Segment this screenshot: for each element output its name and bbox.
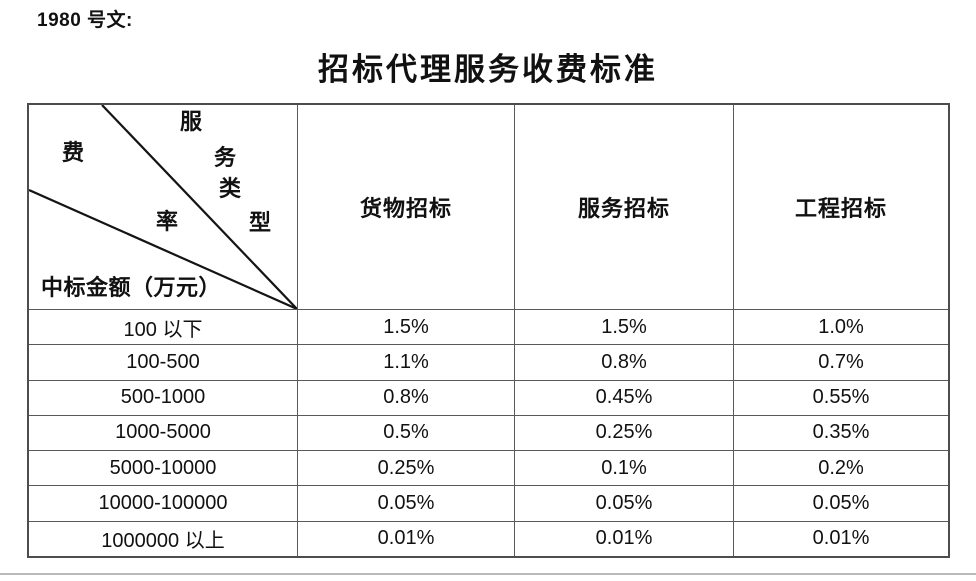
rate-cell-r5-c2: 0.1%	[514, 450, 733, 486]
rate-cell-r7-c3: 0.01%	[733, 520, 948, 556]
corner-header-cell: 服 务 类 型 费 率 中标金额（万元）	[29, 105, 297, 309]
rate-cell-r6-c2: 0.05%	[514, 485, 733, 521]
fee-standard-table: 服 务 类 型 费 率 中标金额（万元） 货物招标 服务招标 工程招标 100 以下 1…	[27, 103, 950, 558]
rate-cell-r2-c1: 1.1%	[297, 344, 514, 380]
rate-cell-r1-c3: 1.0%	[733, 309, 948, 345]
rate-cell-r6-c3: 0.05%	[733, 485, 948, 521]
rate-cell-r4-c1: 0.5%	[297, 414, 514, 451]
column-header-1: 货物招标	[297, 105, 514, 309]
diagonal-divider-lines	[29, 105, 297, 309]
rate-cell-r3-c1: 0.8%	[297, 379, 514, 415]
rate-cell-r5-c1: 0.25%	[297, 450, 514, 486]
page-title: 招标代理服务收费标准	[318, 52, 658, 87]
row-label-5: 5000-10000	[29, 450, 297, 485]
rate-cell-r1-c1: 1.5%	[297, 309, 514, 345]
service-type-char-3: 类	[219, 176, 242, 201]
row-label-4: 1000-5000	[29, 414, 297, 450]
fee-rate-char-2: 率	[156, 209, 179, 234]
row-label-7: 1000000 以上	[29, 520, 297, 556]
row-axis-label: 中标金额（万元）	[41, 275, 222, 300]
column-header-3: 工程招标	[733, 105, 948, 309]
rate-cell-r3-c2: 0.45%	[514, 379, 733, 415]
rate-cell-r5-c3: 0.2%	[733, 450, 948, 486]
fee-rate-char-1: 费	[62, 140, 85, 165]
service-type-char-4: 型	[249, 210, 272, 235]
row-label-2: 100-500	[29, 344, 297, 379]
rate-cell-r2-c2: 0.8%	[514, 344, 733, 380]
row-label-6: 10000-100000	[29, 485, 297, 520]
page-bottom-edge	[0, 573, 976, 575]
doc-number-label: 1980 号文:	[37, 10, 133, 31]
rate-cell-r4-c2: 0.25%	[514, 414, 733, 451]
rate-cell-r2-c3: 0.7%	[733, 344, 948, 380]
rate-cell-r6-c1: 0.05%	[297, 485, 514, 521]
service-type-char-1: 服	[180, 109, 203, 134]
rate-cell-r7-c1: 0.01%	[297, 520, 514, 556]
rate-cell-r1-c2: 1.5%	[514, 309, 733, 345]
row-label-3: 500-1000	[29, 379, 297, 415]
rate-cell-r7-c2: 0.01%	[514, 520, 733, 556]
rate-cell-r4-c3: 0.35%	[733, 414, 948, 451]
rate-cell-r3-c3: 0.55%	[733, 379, 948, 415]
column-header-2: 服务招标	[514, 105, 733, 309]
row-label-1: 100 以下	[29, 309, 297, 344]
service-type-char-2: 务	[214, 145, 237, 170]
